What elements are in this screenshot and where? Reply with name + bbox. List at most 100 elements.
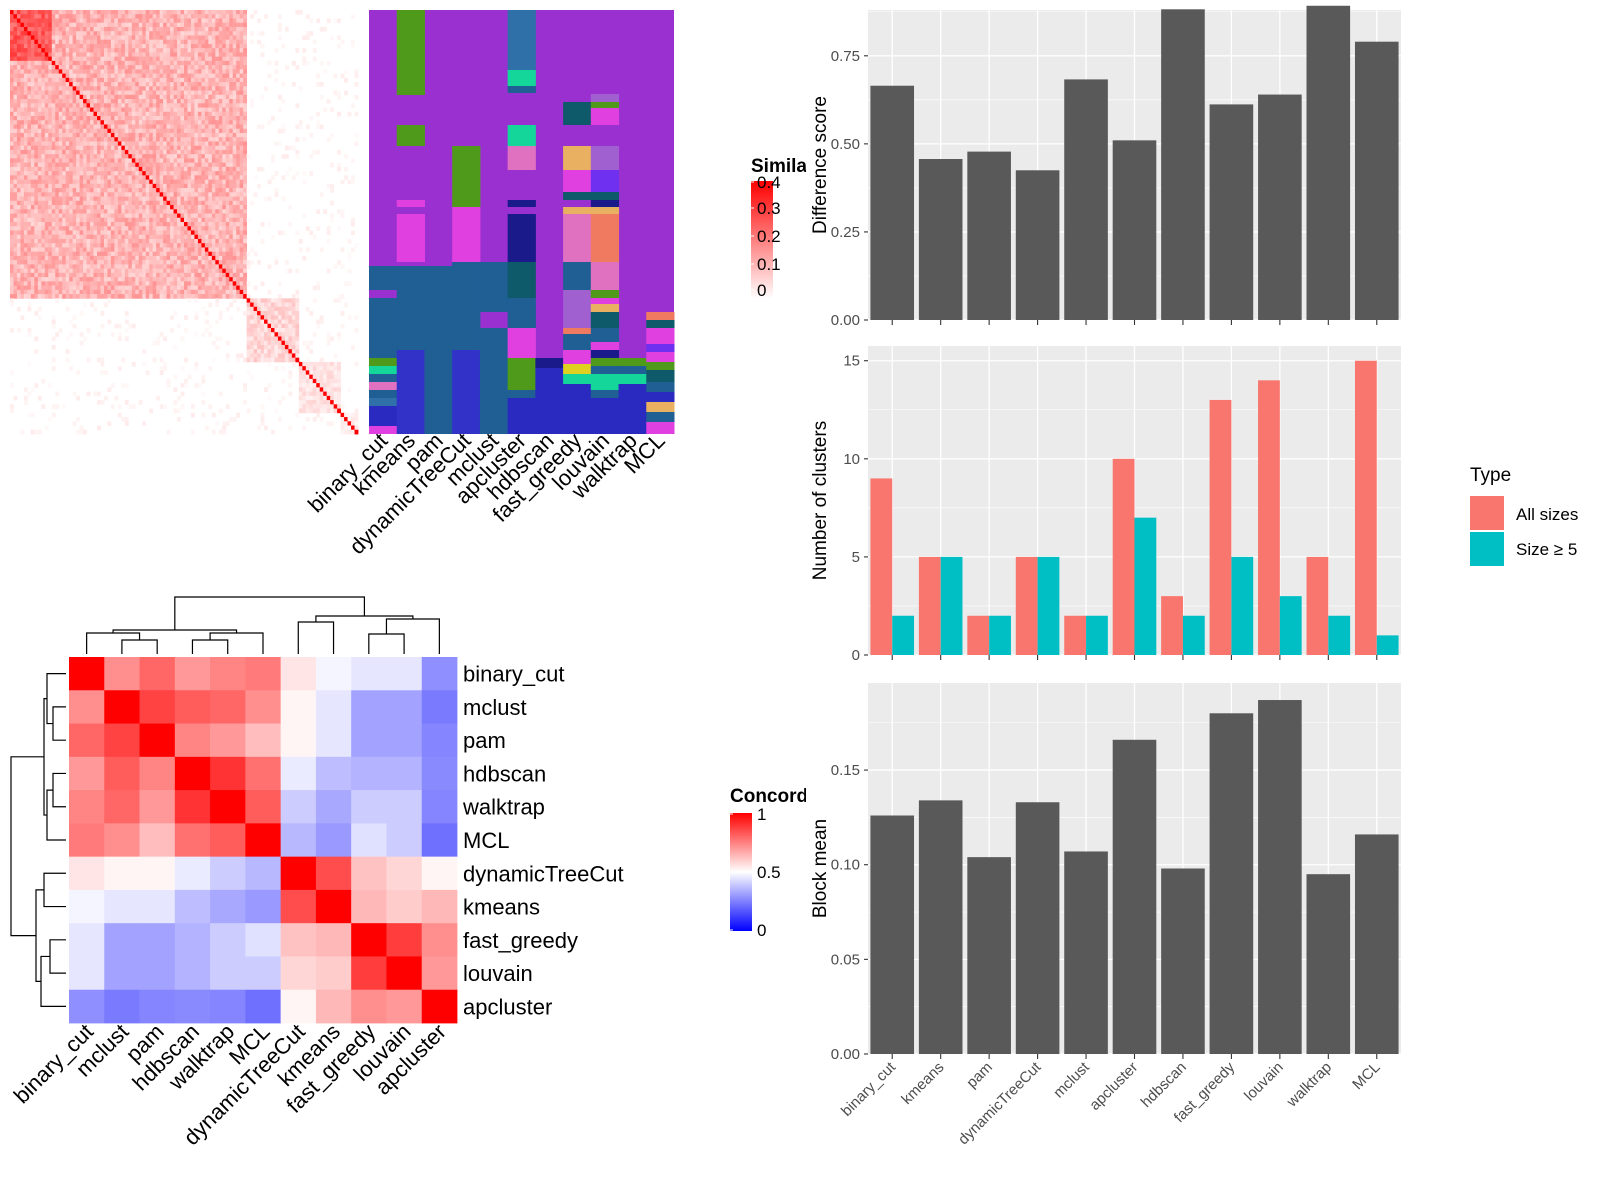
similarity-cell — [211, 31, 216, 36]
similarity-cell — [138, 86, 143, 91]
similarity-cell — [83, 179, 87, 185]
similarity-cell — [72, 120, 77, 125]
similarity-cell — [319, 60, 324, 66]
similarity-cell — [62, 222, 67, 227]
similarity-cell — [124, 247, 129, 253]
similarity-cell — [145, 43, 150, 49]
similarity-cell — [65, 124, 70, 130]
similarity-cell — [121, 217, 126, 223]
similarity-cell — [100, 213, 105, 219]
similarity-cell — [201, 43, 206, 49]
similarity-cell — [138, 226, 143, 231]
similarity-cell — [277, 128, 282, 134]
similarity-cell — [16, 56, 21, 62]
similarity-cell — [337, 90, 341, 96]
similarity-cell — [37, 90, 42, 96]
similarity-cell — [138, 116, 143, 121]
similarity-cell — [10, 188, 14, 193]
similarity-cell — [30, 260, 35, 265]
similarity-cell — [302, 179, 307, 185]
similarity-cell — [159, 226, 164, 231]
similarity-cell — [194, 213, 199, 219]
similarity-cell — [149, 86, 154, 91]
similarity-cell — [69, 205, 74, 210]
similarity-cell — [41, 128, 46, 134]
similarity-cell — [149, 56, 154, 62]
similarity-cell — [83, 192, 87, 197]
similarity-cell — [138, 243, 143, 248]
similarity-cell — [204, 60, 209, 66]
similarity-cell — [20, 260, 25, 265]
similarity-cell — [93, 90, 98, 96]
similarity-cell — [44, 77, 49, 83]
similarity-cell — [23, 226, 28, 231]
similarity-cell — [194, 94, 199, 100]
similarity-cell — [152, 73, 157, 79]
similarity-cell — [103, 209, 108, 214]
similarity-cell — [62, 22, 67, 28]
similarity-cell — [149, 192, 154, 197]
similarity-cell — [124, 222, 129, 227]
similarity-cell — [131, 281, 136, 286]
similarity-cell — [218, 86, 223, 91]
similarity-cell — [239, 52, 244, 58]
similarity-cell — [319, 94, 324, 100]
similarity-cell — [316, 149, 321, 155]
similarity-cell — [166, 294, 171, 299]
similarity-cell — [204, 111, 209, 117]
similarity-cell — [204, 73, 209, 79]
similarity-cell — [121, 86, 126, 91]
similarity-cell — [110, 26, 115, 32]
similarity-cell — [225, 171, 230, 176]
similarity-cell — [211, 137, 216, 142]
similarity-cell — [41, 226, 46, 231]
similarity-cell — [34, 217, 39, 223]
similarity-cell — [58, 251, 63, 257]
similarity-cell — [149, 128, 154, 134]
similarity-cell — [37, 107, 42, 113]
similarity-cell — [10, 26, 14, 32]
similarity-cell — [177, 77, 181, 83]
similarity-cell — [225, 272, 230, 278]
similarity-cell — [51, 149, 56, 155]
similarity-cell — [86, 171, 91, 176]
similarity-cell — [204, 209, 209, 214]
similarity-cell — [30, 188, 35, 193]
similarity-cell — [135, 243, 140, 248]
similarity-cell — [204, 14, 209, 19]
similarity-cell — [30, 132, 35, 138]
similarity-cell — [232, 48, 237, 53]
similarity-cell — [128, 145, 133, 151]
similarity-cell — [121, 162, 126, 168]
similarity-cell — [107, 18, 112, 24]
similarity-cell — [312, 285, 317, 291]
similarity-cell — [239, 73, 244, 79]
similarity-cell — [208, 120, 213, 125]
similarity-cell — [138, 141, 143, 147]
similarity-cell — [267, 264, 272, 270]
similarity-cell — [197, 188, 202, 193]
similarity-cell — [124, 285, 129, 291]
similarity-cell — [55, 48, 60, 53]
similarity-cell — [208, 14, 213, 19]
similarity-cell — [149, 10, 154, 15]
similarity-cell — [177, 69, 181, 74]
similarity-cell — [135, 277, 140, 282]
similarity-cell — [194, 137, 199, 142]
similarity-cell — [177, 251, 181, 257]
similarity-cell — [264, 86, 268, 91]
similarity-cell — [243, 264, 248, 270]
similarity-cell — [86, 141, 91, 147]
similarity-cell — [184, 26, 188, 32]
similarity-cell — [184, 175, 188, 180]
similarity-cell — [211, 251, 216, 257]
similarity-cell — [76, 289, 80, 295]
similarity-cell — [90, 289, 94, 295]
similarity-cell — [114, 154, 119, 159]
similarity-cell — [131, 188, 136, 193]
similarity-cell — [184, 141, 188, 147]
similarity-cell — [177, 171, 181, 176]
similarity-cell — [222, 48, 227, 53]
similarity-cell — [232, 22, 237, 28]
similarity-cell — [65, 179, 70, 185]
